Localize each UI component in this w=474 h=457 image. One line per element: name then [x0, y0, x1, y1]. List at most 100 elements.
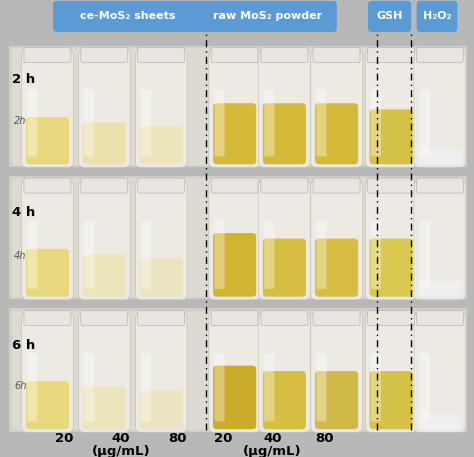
- FancyBboxPatch shape: [316, 354, 327, 421]
- Bar: [12, 311, 465, 430]
- FancyBboxPatch shape: [22, 181, 73, 300]
- Text: 20: 20: [55, 432, 73, 445]
- FancyBboxPatch shape: [214, 90, 225, 156]
- FancyBboxPatch shape: [365, 313, 417, 432]
- FancyBboxPatch shape: [316, 90, 327, 156]
- Bar: [12, 48, 465, 165]
- FancyBboxPatch shape: [24, 311, 71, 326]
- FancyBboxPatch shape: [417, 1, 457, 32]
- FancyBboxPatch shape: [138, 311, 185, 326]
- FancyBboxPatch shape: [213, 366, 256, 429]
- Text: H₂O₂: H₂O₂: [423, 11, 451, 21]
- FancyBboxPatch shape: [315, 371, 358, 429]
- FancyBboxPatch shape: [211, 311, 258, 326]
- FancyBboxPatch shape: [368, 178, 414, 193]
- FancyBboxPatch shape: [24, 178, 71, 193]
- Text: (μg/mL): (μg/mL): [243, 445, 302, 457]
- Bar: [9, 46, 467, 167]
- FancyBboxPatch shape: [313, 48, 360, 63]
- Text: 80: 80: [315, 432, 334, 445]
- FancyBboxPatch shape: [313, 311, 360, 326]
- FancyBboxPatch shape: [371, 90, 381, 156]
- FancyBboxPatch shape: [84, 221, 94, 289]
- FancyBboxPatch shape: [368, 48, 414, 63]
- FancyBboxPatch shape: [311, 50, 362, 167]
- FancyBboxPatch shape: [259, 50, 310, 167]
- FancyBboxPatch shape: [84, 354, 94, 421]
- FancyBboxPatch shape: [370, 109, 412, 164]
- FancyBboxPatch shape: [81, 48, 128, 63]
- FancyBboxPatch shape: [417, 48, 464, 63]
- FancyBboxPatch shape: [140, 391, 183, 429]
- FancyBboxPatch shape: [371, 354, 381, 421]
- FancyBboxPatch shape: [141, 354, 151, 421]
- FancyBboxPatch shape: [140, 126, 183, 164]
- FancyBboxPatch shape: [136, 50, 187, 167]
- FancyBboxPatch shape: [315, 239, 358, 297]
- FancyBboxPatch shape: [213, 233, 256, 297]
- FancyBboxPatch shape: [138, 178, 185, 193]
- FancyBboxPatch shape: [209, 50, 261, 167]
- Text: 4h: 4h: [14, 251, 27, 261]
- FancyBboxPatch shape: [420, 90, 430, 156]
- Text: 6 h: 6 h: [12, 339, 35, 351]
- FancyBboxPatch shape: [370, 371, 412, 429]
- FancyBboxPatch shape: [24, 48, 71, 63]
- FancyBboxPatch shape: [263, 103, 306, 164]
- FancyBboxPatch shape: [26, 249, 69, 297]
- Bar: [9, 176, 467, 299]
- FancyBboxPatch shape: [414, 50, 465, 167]
- Text: 80: 80: [168, 432, 187, 445]
- Text: ce-MoS₂ sheets: ce-MoS₂ sheets: [80, 11, 176, 21]
- FancyBboxPatch shape: [420, 221, 430, 289]
- FancyBboxPatch shape: [209, 313, 261, 432]
- FancyBboxPatch shape: [261, 178, 308, 193]
- FancyBboxPatch shape: [78, 50, 130, 167]
- FancyBboxPatch shape: [141, 90, 151, 156]
- FancyBboxPatch shape: [81, 311, 128, 326]
- FancyBboxPatch shape: [211, 178, 258, 193]
- FancyBboxPatch shape: [140, 258, 183, 297]
- FancyBboxPatch shape: [261, 311, 308, 326]
- Text: (μg/mL): (μg/mL): [91, 445, 150, 457]
- FancyBboxPatch shape: [213, 103, 256, 164]
- FancyBboxPatch shape: [82, 387, 126, 429]
- FancyBboxPatch shape: [263, 239, 306, 297]
- FancyBboxPatch shape: [414, 181, 465, 300]
- FancyBboxPatch shape: [209, 181, 261, 300]
- FancyBboxPatch shape: [264, 90, 274, 156]
- FancyBboxPatch shape: [141, 221, 151, 289]
- FancyBboxPatch shape: [417, 178, 464, 193]
- FancyBboxPatch shape: [199, 1, 337, 32]
- Bar: [12, 178, 465, 297]
- FancyBboxPatch shape: [26, 381, 69, 429]
- FancyBboxPatch shape: [27, 221, 37, 289]
- Text: 20: 20: [214, 432, 232, 445]
- FancyBboxPatch shape: [368, 311, 414, 326]
- FancyBboxPatch shape: [81, 178, 128, 193]
- Text: 2 h: 2 h: [12, 74, 35, 86]
- FancyBboxPatch shape: [26, 117, 69, 164]
- Text: 40: 40: [263, 432, 282, 445]
- FancyBboxPatch shape: [84, 90, 94, 156]
- FancyBboxPatch shape: [313, 178, 360, 193]
- FancyBboxPatch shape: [418, 149, 461, 164]
- FancyBboxPatch shape: [261, 48, 308, 63]
- FancyBboxPatch shape: [315, 103, 358, 164]
- FancyBboxPatch shape: [136, 181, 187, 300]
- FancyBboxPatch shape: [263, 371, 306, 429]
- FancyBboxPatch shape: [371, 221, 381, 289]
- Text: 4 h: 4 h: [12, 206, 35, 219]
- FancyBboxPatch shape: [420, 354, 430, 421]
- FancyBboxPatch shape: [414, 313, 465, 432]
- Bar: [9, 308, 467, 432]
- FancyBboxPatch shape: [370, 239, 412, 297]
- FancyBboxPatch shape: [214, 354, 225, 421]
- FancyBboxPatch shape: [316, 221, 327, 289]
- FancyBboxPatch shape: [417, 311, 464, 326]
- FancyBboxPatch shape: [27, 354, 37, 421]
- FancyBboxPatch shape: [418, 282, 461, 297]
- FancyBboxPatch shape: [368, 1, 411, 32]
- FancyBboxPatch shape: [418, 414, 461, 429]
- FancyBboxPatch shape: [311, 181, 362, 300]
